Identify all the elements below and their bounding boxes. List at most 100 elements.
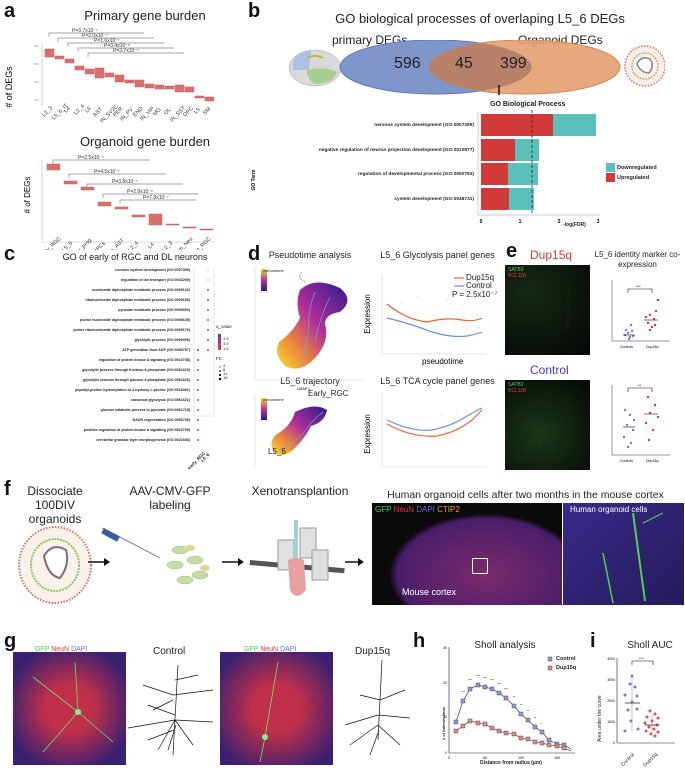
svg-text:P=7.8x10⁻⁷: P=7.8x10⁻⁷ xyxy=(143,195,169,201)
primary-gene-burden-title: Primary gene burden xyxy=(84,8,206,23)
svg-text:**: ** xyxy=(534,716,537,720)
satb2-label: SATB2 xyxy=(508,267,524,273)
control-neuron-trace xyxy=(128,664,214,755)
svg-text:UMAP 1: UMAP 1 xyxy=(297,387,310,391)
svg-text:nervous system development (GO: nervous system development (GO:0007399) xyxy=(115,268,191,272)
colorbar-label-2: pseudotime xyxy=(263,397,284,402)
panel-label-d: d xyxy=(248,243,261,265)
stain-gfp: GFP xyxy=(244,646,259,653)
sholl-ylabel: # of Intersections xyxy=(441,706,446,740)
svg-text:glucose catabolic process to p: glucose catabolic process to pyruvate (G… xyxy=(101,408,191,412)
svg-text:1: 1 xyxy=(519,219,522,225)
svg-text:# of DEGs: # of DEGs xyxy=(4,66,14,108)
svg-text:L4: L4 xyxy=(63,106,72,115)
bcl11b-label: BCL11B xyxy=(508,388,527,394)
svg-text:Imm_AST: Imm_AST xyxy=(104,237,126,250)
pseudotime-title: Pseudotime analysis xyxy=(268,250,352,260)
svg-text:Controls: Controls xyxy=(620,345,633,349)
go-overlap-title: GO biological processes of overlaping L5… xyxy=(335,11,625,26)
svg-text:OL: OL xyxy=(163,107,172,116)
svg-text:P=2.5x10⁻⁷: P=2.5x10⁻⁷ xyxy=(78,155,104,161)
stain-neun: NeuN xyxy=(260,646,279,653)
tca-title: L5_6 TCA cycle panel genes xyxy=(380,376,495,386)
stain-ctip2: CTIP2 xyxy=(437,505,460,514)
svg-text:pseudotime: pseudotime xyxy=(422,357,464,366)
bcl11b-label: BCL11B xyxy=(508,273,527,279)
svg-text:Expression: Expression xyxy=(363,294,372,334)
sholl-analysis-title: Sholl analysis xyxy=(474,640,536,651)
svg-text:200: 200 xyxy=(34,98,39,102)
step-dissociate: Dissociate 100DIV organoids xyxy=(27,484,83,526)
mouse-cortex-image: GFP NeuN DAPI CTIP2 Mouse cortex xyxy=(372,503,562,605)
svg-text:Controls: Controls xyxy=(620,459,633,463)
umap-plots: UMAP 1 xyxy=(254,266,363,467)
svg-text:2: 2 xyxy=(558,219,561,225)
svg-text:400: 400 xyxy=(34,80,39,84)
legend-dup15q: Dup15q xyxy=(466,273,495,282)
zoom-box xyxy=(472,558,488,574)
panel-label-g: g xyxy=(4,630,17,652)
svg-text:nucleoside diphosphate metabol: nucleoside diphosphate metabolic process… xyxy=(92,288,191,292)
svg-text:***: *** xyxy=(636,284,641,289)
legend-control: Control xyxy=(466,281,492,290)
panel-label-b: b xyxy=(248,0,261,22)
dup15q-neuron-image xyxy=(220,652,333,765)
q-tick: 3.0 xyxy=(223,341,229,346)
svg-text:4000: 4000 xyxy=(607,657,615,661)
svg-text:ATP generation from ADP (GO:00: ATP generation from ADP (GO:0006757) xyxy=(122,348,191,352)
stain-dapi: DAPI xyxy=(416,505,435,514)
svg-text:Div_prog: Div_prog xyxy=(73,238,93,250)
svg-text:0: 0 xyxy=(480,219,483,225)
trajectory-title: L5_6 trajectory xyxy=(280,376,340,386)
svg-text:*: * xyxy=(541,722,543,726)
svg-text:P=1.6x10⁻⁷: P=1.6x10⁻⁷ xyxy=(94,38,120,44)
svg-text:*: * xyxy=(455,712,457,716)
panel-label-e: e xyxy=(506,240,518,262)
svg-text:L5: L5 xyxy=(193,107,202,116)
svg-text:NADH regeneration (GO:0006735): NADH regeneration (GO:0006735) xyxy=(133,418,191,422)
go-early-rgc-title: GO of early of RGC and DL neurons xyxy=(62,252,208,262)
control-neuron-image xyxy=(13,652,126,765)
stain-gfp: GFP xyxy=(375,505,392,514)
svg-text:1000: 1000 xyxy=(607,720,615,724)
svg-text:3: 3 xyxy=(597,219,600,225)
svg-text:cerebellar granular layer morp: cerebellar granular layer morphogenesis … xyxy=(96,438,190,442)
svg-text:purine nucleoside diphosphate: purine nucleoside diphosphate metabolic … xyxy=(80,318,191,322)
panel-label-h: h xyxy=(413,630,426,652)
legend-fc: FC xyxy=(216,356,222,361)
svg-text:***: *** xyxy=(476,674,480,678)
venn-left-count: 596 xyxy=(394,55,421,72)
svg-text:L4: L4 xyxy=(147,242,156,250)
svg-text:P=3.7x10⁻⁷: P=3.7x10⁻⁷ xyxy=(72,28,98,34)
svg-text:10: 10 xyxy=(443,715,447,719)
svg-text:0: 0 xyxy=(445,751,447,755)
svg-text:glycolytic process through fru: glycolytic process through fructose-6-ph… xyxy=(82,368,191,372)
coexpression-dot-plots: *** Controls Dup15q ** Controls Dup15q xyxy=(611,280,670,463)
satb2-label: SATB2 xyxy=(508,382,524,388)
svg-text:Dup15q: Dup15q xyxy=(646,345,658,349)
early-rgc-label: Early_RGC xyxy=(308,389,349,398)
svg-text:L2_4: L2_4 xyxy=(127,241,140,250)
svg-text:**: ** xyxy=(638,383,642,388)
svg-text:3000: 3000 xyxy=(607,678,615,682)
go-dotplot: nervous system development (GO:0007399) … xyxy=(73,268,222,442)
gfp-neuron xyxy=(259,661,279,763)
svg-text:regulation of developmental pr: regulation of developmental process (GO:… xyxy=(358,171,474,177)
control-trace-label: Control xyxy=(153,646,186,657)
marker-coexpression-title: L5_6 identity marker co-expression xyxy=(594,250,681,269)
panel-label-f: f xyxy=(4,478,11,500)
q-tick: 4.5 xyxy=(223,336,229,341)
venn-diagram xyxy=(288,40,665,95)
sholl-auc-title: Sholl AUC xyxy=(627,640,673,651)
svg-text:# of DEGs: # of DEGs xyxy=(23,177,32,214)
svg-text:SM: SM xyxy=(202,106,212,116)
mouse-cortex-label: Mouse cortex xyxy=(402,587,457,597)
g-stain-labels-1: GFP NeuN DAPI xyxy=(35,646,87,653)
svg-text:100: 100 xyxy=(518,756,524,760)
venn-overlap-count: 45 xyxy=(455,55,473,72)
panel-label-a: a xyxy=(4,0,16,22)
fc-tick: 16 xyxy=(223,375,228,380)
expression-line-plots: Expression pseudotime Expression xyxy=(363,274,487,468)
